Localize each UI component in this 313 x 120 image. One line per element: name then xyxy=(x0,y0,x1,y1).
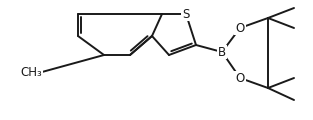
Text: O: O xyxy=(235,72,245,84)
Text: S: S xyxy=(182,7,190,21)
Text: O: O xyxy=(235,21,245,35)
Text: CH₃: CH₃ xyxy=(20,66,42,78)
Text: B: B xyxy=(218,45,226,59)
